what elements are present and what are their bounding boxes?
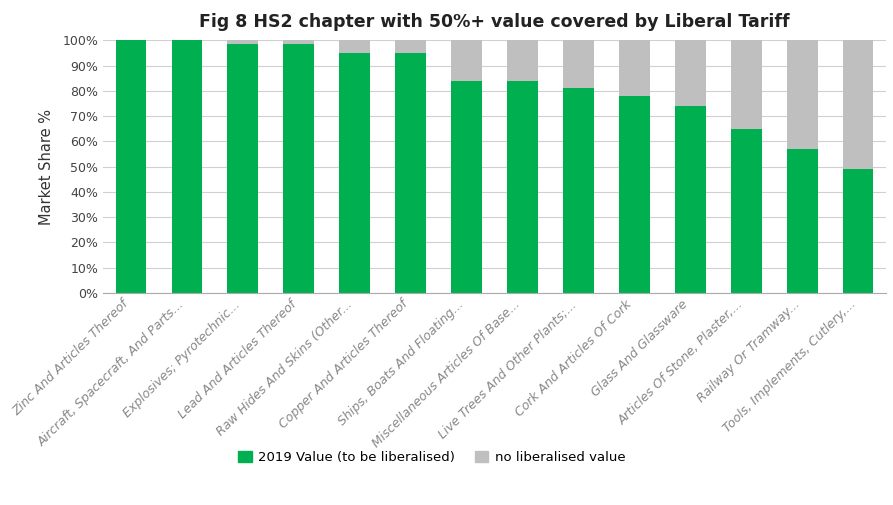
Bar <box>396 53 426 293</box>
Bar <box>115 40 146 293</box>
Bar <box>451 40 482 81</box>
Bar <box>675 106 705 293</box>
Bar <box>730 129 762 293</box>
Bar <box>787 149 818 293</box>
Bar <box>339 53 370 293</box>
Bar <box>843 169 873 293</box>
Title: Fig 8 HS2 chapter with 50%+ value covered by Liberal Tariff: Fig 8 HS2 chapter with 50%+ value covere… <box>199 13 790 30</box>
Bar <box>283 40 314 44</box>
Bar <box>563 88 594 293</box>
Bar <box>396 40 426 53</box>
Bar <box>451 81 482 293</box>
Bar <box>563 40 594 88</box>
Legend: 2019 Value (to be liberalised), no liberalised value: 2019 Value (to be liberalised), no liber… <box>233 446 630 470</box>
Bar <box>339 40 370 53</box>
Bar <box>619 40 650 96</box>
Bar <box>675 40 705 106</box>
Bar <box>228 44 258 293</box>
Bar <box>507 81 538 293</box>
Bar <box>228 40 258 44</box>
Bar <box>787 40 818 149</box>
Bar <box>619 96 650 293</box>
Y-axis label: Market Share %: Market Share % <box>39 109 54 225</box>
Bar <box>507 40 538 81</box>
Bar <box>843 40 873 169</box>
Bar <box>730 40 762 129</box>
Bar <box>283 44 314 293</box>
Bar <box>171 40 203 293</box>
